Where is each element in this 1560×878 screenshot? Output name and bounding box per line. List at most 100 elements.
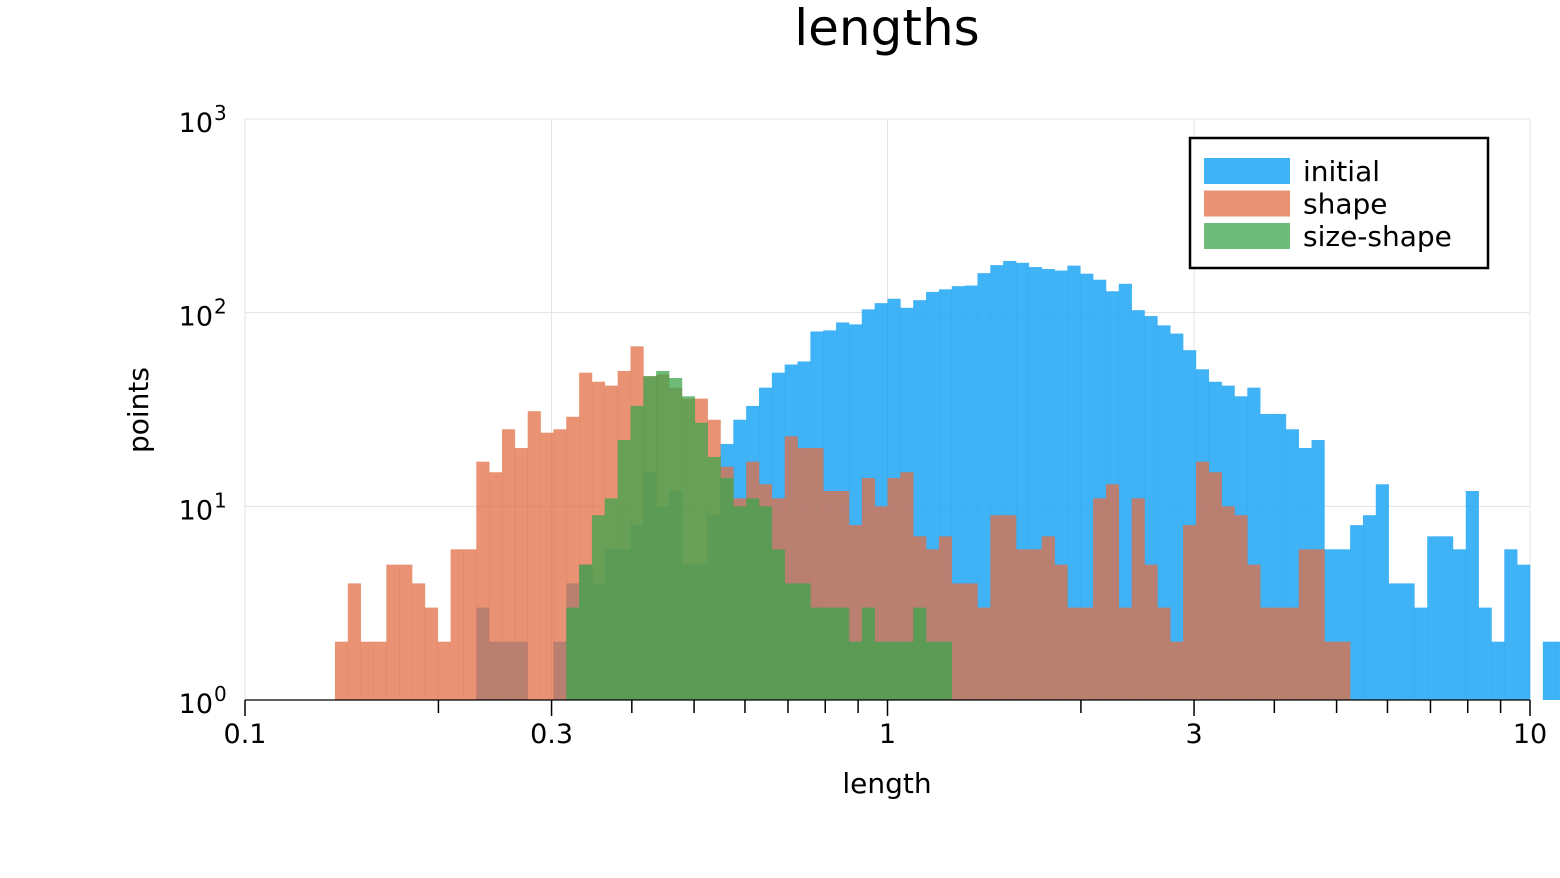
bar <box>424 607 439 700</box>
bar <box>1350 525 1364 700</box>
bar <box>1401 583 1415 700</box>
bar <box>1028 549 1042 700</box>
bar <box>1260 607 1274 700</box>
bar <box>1234 515 1248 700</box>
bar <box>836 607 850 700</box>
series-size-shape <box>566 370 953 700</box>
x-axis-label: length <box>842 767 931 800</box>
bar <box>771 549 785 700</box>
bar <box>373 641 387 700</box>
bar <box>938 641 953 700</box>
bar <box>1080 607 1094 700</box>
bar <box>566 607 580 700</box>
bars <box>334 260 1560 700</box>
bar <box>1452 549 1467 700</box>
bar <box>1440 536 1454 700</box>
bar <box>669 377 683 700</box>
x-tick-label: 0.3 <box>530 719 573 750</box>
x-tick-label: 3 <box>1185 719 1202 750</box>
legend-label: size-shape <box>1303 220 1452 253</box>
bar <box>1504 549 1518 700</box>
bar <box>412 583 426 700</box>
bar <box>926 641 940 700</box>
bar <box>1208 472 1222 700</box>
bar <box>1093 498 1107 700</box>
bar <box>1221 506 1235 700</box>
bar <box>823 607 837 700</box>
bar <box>1427 536 1441 700</box>
bar <box>1157 325 1171 700</box>
y-tick-exponent: 0 <box>214 682 227 706</box>
bar <box>643 376 657 700</box>
y-tick-label: 10 <box>179 302 213 333</box>
bar <box>1131 498 1145 700</box>
bar <box>553 429 567 700</box>
bar <box>951 583 965 700</box>
y-tick-exponent: 1 <box>214 488 227 512</box>
bar <box>489 472 503 700</box>
bar <box>617 440 631 700</box>
bar <box>1041 536 1055 700</box>
bar <box>630 405 644 700</box>
bar <box>681 396 696 700</box>
y-axis-label: points <box>122 367 155 453</box>
bar <box>848 641 863 700</box>
bar <box>1080 273 1094 700</box>
bar <box>1542 641 1556 700</box>
bar <box>1003 515 1017 700</box>
y-tick-label: 10 <box>179 495 213 526</box>
bar <box>1465 490 1479 700</box>
x-tick-label: 10 <box>1513 719 1547 750</box>
bar <box>746 498 760 700</box>
bar <box>527 411 541 700</box>
bar <box>334 641 349 700</box>
legend-label: shape <box>1303 188 1388 221</box>
bar <box>347 583 361 700</box>
bar <box>1285 607 1299 700</box>
bar <box>720 478 734 700</box>
bar <box>1170 641 1184 700</box>
bar <box>887 641 901 700</box>
bar <box>1273 607 1287 700</box>
legend-swatch <box>1204 223 1290 249</box>
bar <box>540 432 554 700</box>
legend-label: initial <box>1303 155 1380 188</box>
bar <box>810 607 824 700</box>
bar <box>1247 564 1261 700</box>
bar <box>1195 461 1210 700</box>
bar <box>964 583 978 700</box>
bar <box>1337 641 1351 700</box>
chart-title: lengths <box>794 0 979 57</box>
bar <box>1105 484 1120 700</box>
bar <box>1118 283 1132 700</box>
bar <box>437 641 451 700</box>
bar <box>1067 607 1081 700</box>
bar <box>990 515 1004 700</box>
bar <box>1170 333 1184 700</box>
bar <box>1491 641 1505 700</box>
bar <box>1183 525 1197 700</box>
bar <box>1298 549 1312 700</box>
y-tick-label: 10 <box>179 108 213 139</box>
bar <box>797 583 811 700</box>
bar <box>1517 564 1531 700</box>
bar <box>502 429 516 700</box>
bar <box>1388 583 1402 700</box>
x-tick-label: 0.1 <box>224 719 267 750</box>
y-tick-exponent: 3 <box>214 101 227 125</box>
bar <box>591 515 606 700</box>
legend-swatch <box>1204 190 1290 217</box>
bar <box>784 583 798 700</box>
bar <box>1555 641 1560 700</box>
y-tick-exponent: 2 <box>214 295 227 319</box>
bar <box>900 641 914 700</box>
bar <box>913 607 927 700</box>
bar <box>1478 607 1492 700</box>
bar <box>874 641 888 700</box>
bar <box>694 422 708 700</box>
bar <box>1016 549 1030 700</box>
bar <box>1144 564 1158 700</box>
